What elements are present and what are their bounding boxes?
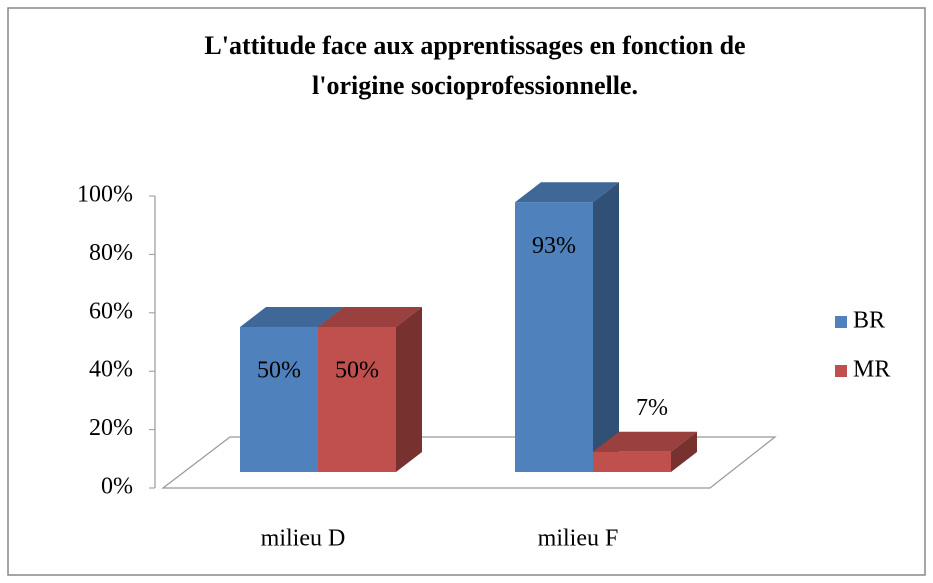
bar-face [240,307,344,327]
x-tick-label: milieu F [538,526,619,552]
data-label: 50% [335,358,379,384]
legend-swatch [835,316,847,328]
data-label: 7% [636,395,668,421]
bar [515,182,619,473]
y-tick-label: 0% [101,474,133,500]
bar-face [515,182,619,203]
bar-face [593,182,619,473]
floor [161,436,777,489]
legend-swatch [835,365,847,377]
x-tick-label: milieu D [261,526,346,552]
bar-face [318,327,396,472]
y-tick-label: 60% [89,298,133,324]
bar [318,307,422,472]
legend-label: BR [853,308,885,334]
y-tick-label: 20% [89,415,133,441]
bar-face [396,307,422,472]
chart-title: L'attitude face aux apprentissages en fo… [204,31,745,100]
bar [593,431,697,472]
y-tick-label: 100% [77,182,133,208]
y-tick-label: 40% [89,357,133,383]
data-label: 50% [257,358,301,384]
bar-face [593,451,671,472]
bar-face [671,431,697,472]
y-tick-label: 80% [89,240,133,266]
data-label: 93% [532,233,576,259]
bar-face [515,202,593,473]
legend-label: MR [853,357,890,383]
chart-border [7,7,926,576]
bar-face [318,307,422,327]
bar-face [593,431,697,452]
bar-face [240,327,318,472]
